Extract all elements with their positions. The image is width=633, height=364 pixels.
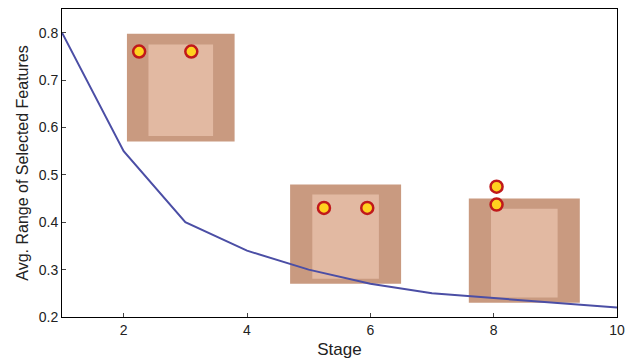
svg-text:Stage: Stage	[317, 340, 361, 359]
svg-text:8: 8	[490, 322, 498, 338]
svg-text:0.5: 0.5	[39, 167, 59, 183]
svg-text:2: 2	[120, 322, 128, 338]
svg-text:0.6: 0.6	[39, 119, 59, 135]
svg-text:0.7: 0.7	[39, 72, 59, 88]
svg-text:6: 6	[366, 322, 374, 338]
svg-text:0.2: 0.2	[39, 309, 59, 325]
svg-text:0.3: 0.3	[39, 262, 59, 278]
svg-text:0.8: 0.8	[39, 25, 59, 41]
svg-text:4: 4	[243, 322, 251, 338]
svg-text:Avg. Range of Selected Feature: Avg. Range of Selected Features	[14, 45, 31, 280]
svg-text:0.4: 0.4	[39, 214, 59, 230]
svg-text:10: 10	[609, 322, 625, 338]
